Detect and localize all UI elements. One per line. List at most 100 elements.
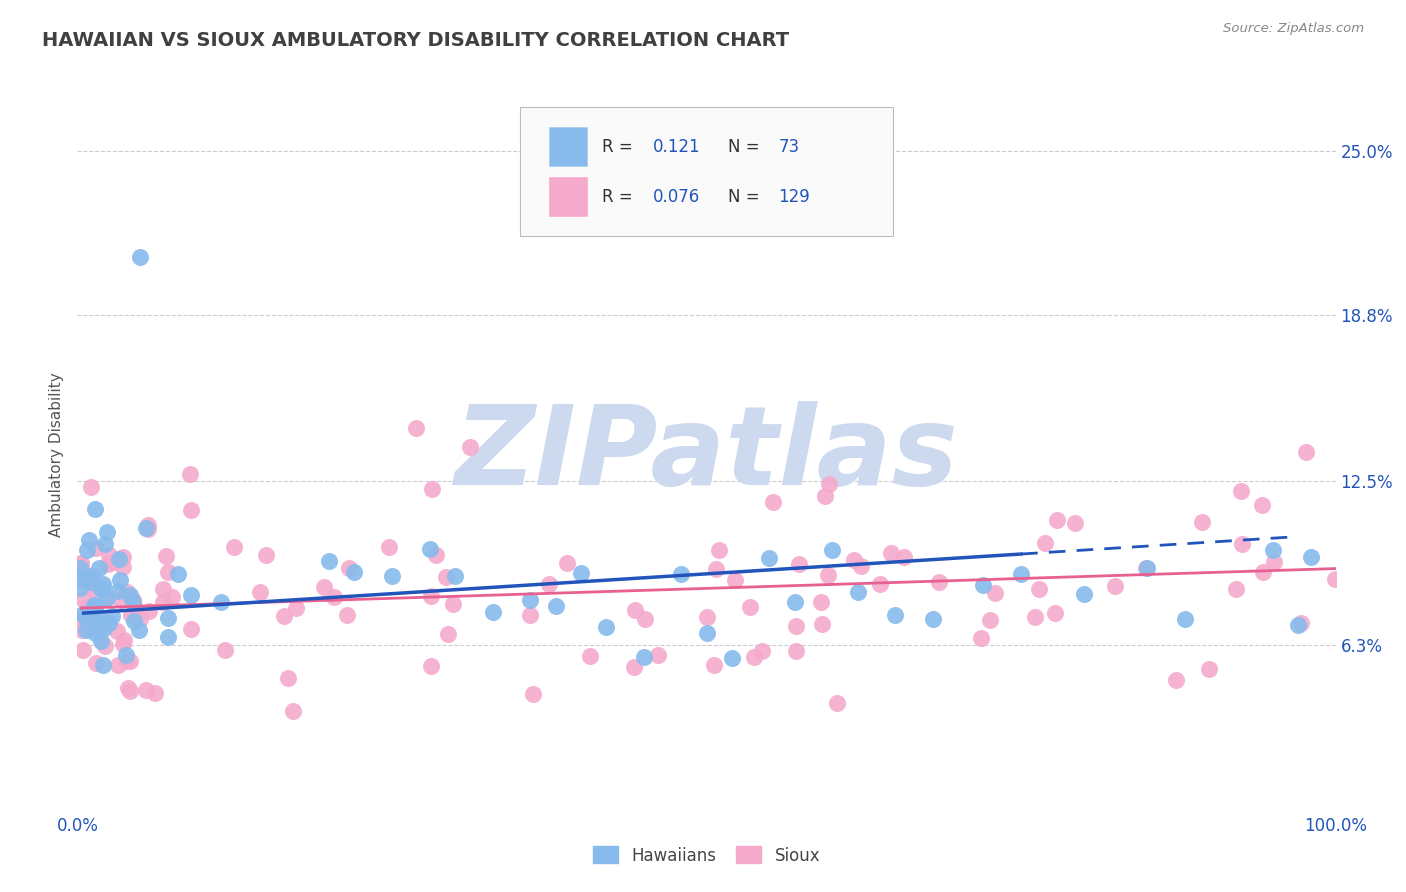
Text: HAWAIIAN VS SIOUX AMBULATORY DISABILITY CORRELATION CHART: HAWAIIAN VS SIOUX AMBULATORY DISABILITY …: [42, 31, 789, 50]
Point: [84, 600, 107, 615]
Point: [519, 607, 541, 622]
Point: [519, 593, 541, 607]
Point: [738, 600, 761, 615]
Point: [152, 595, 174, 609]
Point: [634, 612, 657, 626]
Point: [817, 567, 839, 582]
Point: [343, 565, 366, 579]
Point: [115, 585, 138, 599]
Point: [118, 589, 141, 603]
Point: [1250, 498, 1272, 512]
Point: [405, 421, 427, 435]
Point: [1136, 561, 1159, 575]
Point: [1251, 565, 1274, 579]
Point: [110, 593, 132, 607]
Text: Source: ZipAtlas.com: Source: ZipAtlas.com: [1223, 22, 1364, 36]
Point: [152, 582, 174, 596]
Point: [544, 599, 567, 613]
Point: [87, 561, 110, 575]
Point: [157, 565, 180, 579]
Bar: [550, 177, 586, 216]
Point: [671, 566, 693, 581]
Point: [696, 626, 718, 640]
Point: [72, 607, 94, 621]
Point: [136, 518, 159, 533]
Point: [83, 601, 105, 615]
Point: [111, 549, 134, 564]
Point: [160, 591, 183, 605]
Point: [135, 521, 157, 535]
Point: [880, 546, 903, 560]
Point: [121, 595, 143, 609]
Point: [849, 558, 872, 573]
Point: [979, 613, 1001, 627]
Point: [90, 581, 112, 595]
Point: [647, 648, 669, 662]
Point: [155, 549, 177, 564]
Point: [128, 623, 150, 637]
Point: [72, 643, 94, 657]
Point: [1198, 662, 1220, 676]
Point: [420, 482, 443, 496]
Point: [818, 477, 841, 491]
Point: [814, 489, 837, 503]
Point: [884, 608, 907, 623]
Point: [75, 567, 97, 582]
Text: N =: N =: [728, 187, 759, 205]
Point: [970, 631, 993, 645]
Point: [720, 651, 742, 665]
Point: [135, 682, 157, 697]
Point: [1063, 516, 1085, 530]
Point: [91, 658, 114, 673]
Point: [84, 656, 107, 670]
Point: [180, 502, 202, 516]
Point: [623, 660, 645, 674]
Text: ZIPatlas: ZIPatlas: [454, 401, 959, 508]
Point: [96, 524, 118, 539]
Point: [94, 640, 117, 654]
Point: [314, 580, 336, 594]
Point: [80, 480, 103, 494]
Point: [419, 589, 441, 603]
Point: [77, 533, 100, 548]
Point: [522, 687, 544, 701]
Point: [337, 561, 360, 575]
Point: [785, 619, 807, 633]
Point: [97, 549, 120, 563]
Point: [79, 574, 101, 589]
Point: [222, 540, 245, 554]
Point: [103, 556, 125, 570]
Point: [254, 548, 277, 562]
Point: [249, 585, 271, 599]
Point: [1045, 606, 1067, 620]
Point: [111, 637, 134, 651]
Point: [751, 643, 773, 657]
Point: [94, 537, 117, 551]
Point: [318, 554, 340, 568]
Point: [724, 573, 747, 587]
Point: [1225, 582, 1247, 597]
Point: [825, 696, 848, 710]
Point: [72, 591, 94, 606]
Point: [107, 584, 129, 599]
Point: [124, 600, 146, 615]
Point: [117, 654, 139, 668]
Point: [110, 573, 132, 587]
Point: [117, 681, 139, 695]
Point: [869, 577, 891, 591]
Point: [1024, 610, 1046, 624]
Point: [143, 686, 166, 700]
Point: [1230, 537, 1253, 551]
Point: [758, 550, 780, 565]
Point: [120, 684, 142, 698]
Point: [76, 600, 98, 615]
FancyBboxPatch shape: [520, 107, 893, 235]
Point: [569, 566, 592, 581]
Point: [75, 611, 97, 625]
Point: [93, 622, 115, 636]
Point: [972, 578, 994, 592]
Point: [93, 576, 115, 591]
Point: [111, 560, 134, 574]
Point: [277, 671, 299, 685]
Point: [633, 649, 655, 664]
